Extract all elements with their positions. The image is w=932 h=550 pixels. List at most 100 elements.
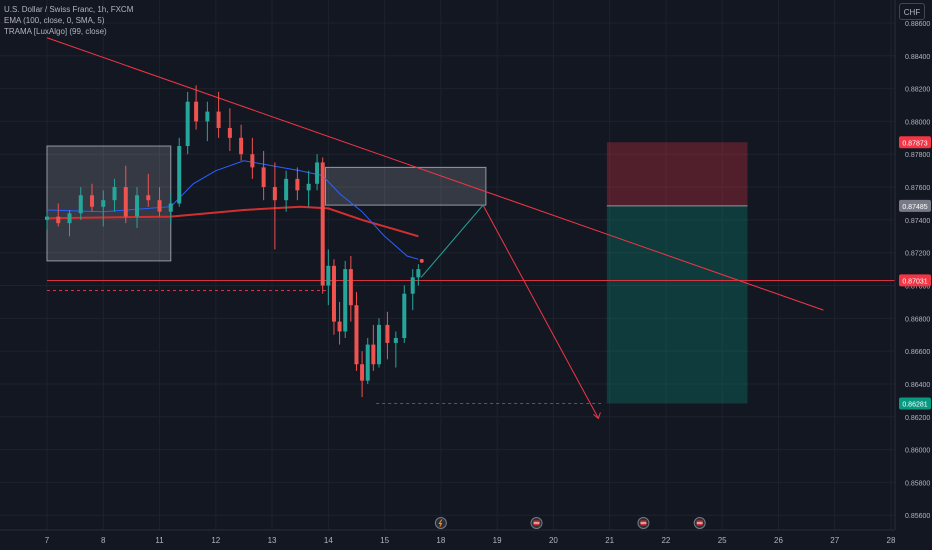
- candle-body: [376, 324, 381, 365]
- x-tick-label: 21: [605, 536, 614, 545]
- price-label-badge: [899, 136, 931, 149]
- y-tick-label: 0.87400: [905, 218, 930, 225]
- x-tick-label: 19: [493, 536, 502, 545]
- x-tick-label: 12: [211, 536, 220, 545]
- candle-body: [360, 364, 365, 381]
- price-label-badge: [899, 397, 931, 410]
- candle-body: [416, 269, 421, 278]
- price-label-text: 0.87031: [902, 278, 927, 285]
- candle-body: [216, 111, 221, 128]
- grid: [0, 0, 895, 530]
- trama-indicator-label[interactable]: TRAMA [LuxAlgo] (99, close): [4, 27, 107, 36]
- x-tick-label: 26: [774, 536, 783, 545]
- candle-body: [272, 187, 277, 201]
- y-tick-label: 0.86400: [905, 382, 930, 389]
- candle-body: [146, 195, 151, 201]
- x-tick-label: 28: [887, 536, 896, 545]
- x-tick-label: 20: [549, 536, 558, 545]
- candle-body: [101, 200, 106, 207]
- y-tick-label: 0.87600: [905, 185, 930, 192]
- x-tick-label: 7: [45, 536, 50, 545]
- candle-body: [354, 305, 359, 365]
- y-tick-label: 0.86200: [905, 415, 930, 422]
- candle-body: [185, 101, 190, 147]
- zone-box[interactable]: [325, 166, 487, 206]
- candle-body: [365, 344, 370, 381]
- x-tick-label: 13: [268, 536, 277, 545]
- candle-body: [45, 216, 49, 220]
- y-tick-label: 0.87800: [905, 152, 930, 159]
- candle-body: [385, 324, 390, 343]
- x-tick-label: 11: [155, 536, 164, 545]
- y-tick-label: 0.86600: [905, 349, 930, 356]
- stop-loss-zone[interactable]: [606, 142, 748, 206]
- time-axis-panel[interactable]: [0, 530, 932, 550]
- candle-body: [78, 195, 83, 214]
- zone-box[interactable]: [46, 145, 172, 262]
- x-tick-label: 8: [101, 536, 106, 545]
- candle-body: [112, 187, 117, 201]
- candle-body: [348, 269, 353, 306]
- indicator-lines: [46, 160, 419, 260]
- x-tick-label: 27: [830, 536, 839, 545]
- y-tick-label: 0.87200: [905, 251, 930, 258]
- candle-body: [135, 195, 140, 217]
- x-tick-label: 18: [436, 536, 445, 545]
- y-tick-label: 0.86000: [905, 448, 930, 455]
- candle-body: [157, 200, 162, 212]
- candle-body: [331, 265, 336, 322]
- candle-body: [67, 213, 72, 224]
- symbol-title[interactable]: U.S. Dollar / Swiss Franc, 1h, FXCM: [4, 5, 134, 14]
- horizontal-levels: [47, 280, 932, 404]
- ema-indicator-label[interactable]: EMA (100, close, 0, SMA, 5): [4, 16, 105, 25]
- price-label-text: 0.87873: [902, 140, 927, 147]
- x-tick-label: 14: [324, 536, 333, 545]
- projection-path[interactable]: [419, 204, 601, 420]
- candle-body: [239, 137, 244, 155]
- y-tick-label: 0.86800: [905, 316, 930, 323]
- consolidation-zones: [46, 145, 487, 262]
- ema-line: [46, 160, 419, 260]
- trama-line: [46, 205, 419, 238]
- last-price-dot: [419, 258, 424, 263]
- candle-body: [393, 338, 398, 343]
- candle-body: [194, 101, 199, 122]
- candle-body: [90, 195, 95, 207]
- candle-body: [402, 293, 407, 339]
- candlesticks: [45, 85, 421, 398]
- y-tick-label: 0.85600: [905, 513, 930, 520]
- candle-body: [177, 146, 182, 204]
- projection-leg-up[interactable]: [420, 204, 484, 278]
- candle-body: [371, 344, 376, 365]
- short-position-tool[interactable]: [606, 142, 748, 404]
- candle-body: [410, 277, 415, 294]
- descending-trendline[interactable]: [46, 37, 824, 311]
- x-tick-label: 25: [718, 536, 727, 545]
- event-markers[interactable]: [434, 517, 706, 529]
- candle-body: [56, 216, 61, 224]
- y-tick-label: 0.88600: [905, 21, 930, 28]
- lightning-glyph: [438, 519, 443, 527]
- candle-body: [343, 269, 348, 332]
- currency-button[interactable]: CHF: [899, 3, 925, 20]
- candle-body: [123, 187, 128, 217]
- trendline[interactable]: [46, 37, 824, 311]
- price-labels: 0.87873 0.87485 0.87031 0.86281: [899, 136, 931, 410]
- arrow-head-icon: [593, 412, 601, 420]
- projection-leg-down[interactable]: [482, 204, 599, 419]
- price-label-badge: [899, 199, 931, 212]
- price-label-text: 0.86281: [902, 401, 927, 408]
- y-tick-label: 0.88000: [905, 119, 930, 126]
- x-tick-label: 15: [380, 536, 389, 545]
- x-tick-label: 22: [661, 536, 670, 545]
- price-label-text: 0.87485: [902, 204, 927, 211]
- candle-body: [261, 167, 266, 188]
- take-profit-zone[interactable]: [606, 205, 748, 404]
- candle-body: [250, 154, 255, 168]
- price-label-badge: [899, 274, 931, 287]
- candle-body: [168, 203, 173, 212]
- candle-body: [306, 183, 311, 191]
- chart-legend: U.S. Dollar / Swiss Franc, 1h, FXCM EMA …: [4, 4, 133, 37]
